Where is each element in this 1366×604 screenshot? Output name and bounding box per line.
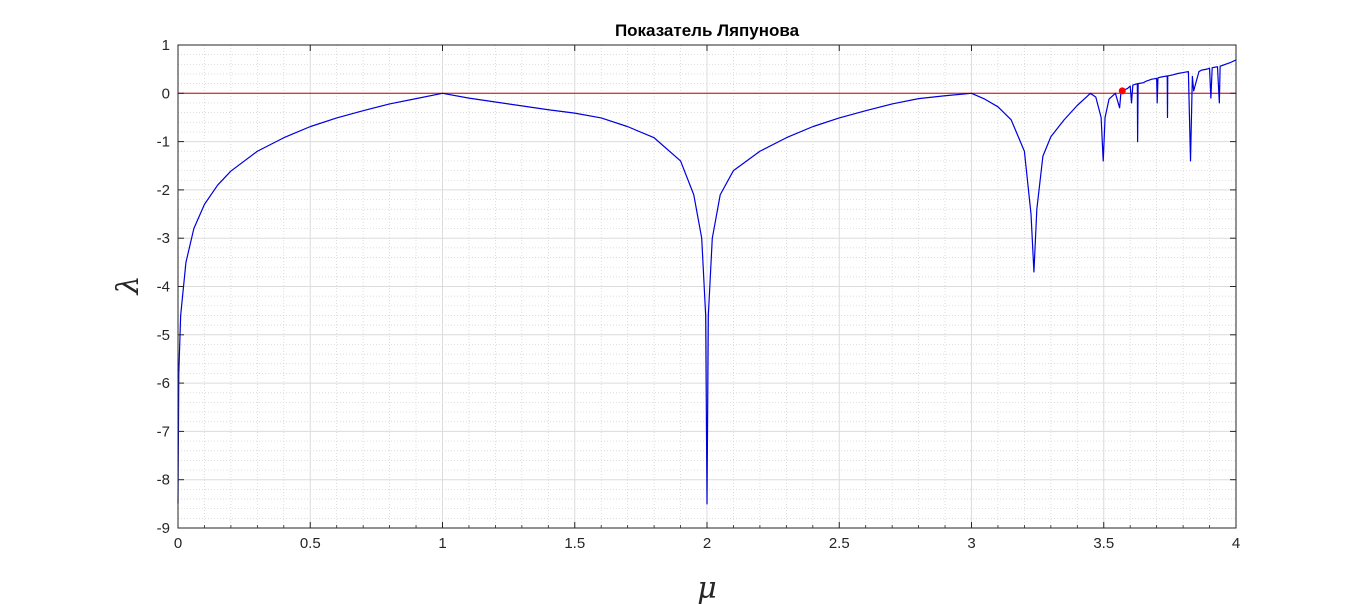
x-tick-label: 0.5 — [300, 535, 321, 552]
x-tick-label: 3 — [967, 535, 975, 552]
y-tick-label: -9 — [157, 520, 170, 537]
x-axis-label: μ — [697, 571, 717, 604]
y-tick-label: -1 — [157, 134, 170, 151]
y-tick-label: -5 — [157, 327, 170, 344]
x-tick-label: 1 — [438, 535, 446, 552]
y-tick-label: 0 — [162, 85, 170, 102]
x-tick-label: 3.5 — [1093, 535, 1114, 552]
x-tick-label: 4 — [1232, 535, 1240, 552]
x-tick-label: 2 — [703, 535, 711, 552]
y-tick-label: -4 — [157, 279, 170, 296]
x-tick-label: 1.5 — [564, 535, 585, 552]
y-tick-label: -6 — [157, 375, 170, 392]
highlight-point — [1118, 87, 1126, 95]
y-tick-label: -2 — [157, 182, 170, 199]
y-tick-label: -7 — [157, 423, 170, 440]
lyapunov-series-line — [177, 59, 1237, 505]
chart-title: Показатель Ляпунова — [615, 21, 800, 40]
y-tick-label: -8 — [157, 472, 170, 489]
y-tick-label: -3 — [157, 230, 170, 247]
y-tick-label: 1 — [162, 37, 170, 54]
x-tick-label: 0 — [174, 535, 182, 552]
y-axis-label: λ — [111, 275, 146, 295]
series-layer — [177, 59, 1237, 505]
x-tick-label: 2.5 — [829, 535, 850, 552]
ticks-layer: 0 0.5 1 1.5 2 2.5 3 3.5 4 1 0 -1 -2 -3 -4 -5 -6 -7 -8 -9 — [157, 37, 1241, 552]
